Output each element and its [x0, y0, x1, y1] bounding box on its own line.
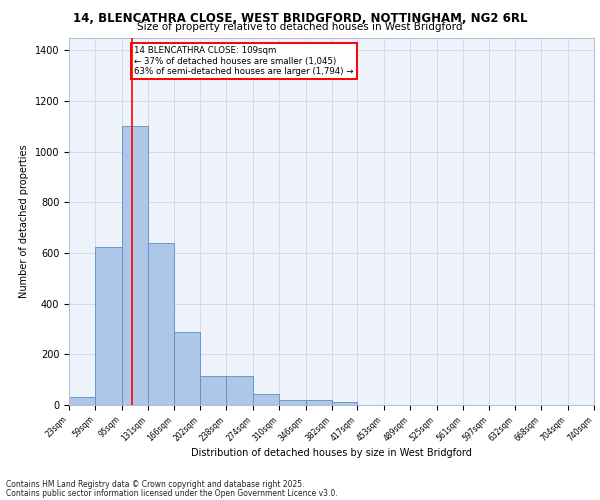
- X-axis label: Distribution of detached houses by size in West Bridgford: Distribution of detached houses by size …: [191, 448, 472, 458]
- Bar: [279, 400, 305, 405]
- Bar: [305, 400, 332, 405]
- Bar: [148, 243, 174, 405]
- Text: 14, BLENCATHRA CLOSE, WEST BRIDGFORD, NOTTINGHAM, NG2 6RL: 14, BLENCATHRA CLOSE, WEST BRIDGFORD, NO…: [73, 12, 527, 24]
- Text: Contains HM Land Registry data © Crown copyright and database right 2025.: Contains HM Land Registry data © Crown c…: [6, 480, 305, 489]
- Text: 14 BLENCATHRA CLOSE: 109sqm
← 37% of detached houses are smaller (1,045)
63% of : 14 BLENCATHRA CLOSE: 109sqm ← 37% of det…: [134, 46, 353, 76]
- Bar: [332, 402, 358, 405]
- Bar: [69, 398, 95, 405]
- Bar: [95, 246, 122, 405]
- Bar: [253, 394, 279, 405]
- Text: Size of property relative to detached houses in West Bridgford: Size of property relative to detached ho…: [137, 22, 463, 32]
- Text: Contains public sector information licensed under the Open Government Licence v3: Contains public sector information licen…: [6, 488, 338, 498]
- Bar: [200, 376, 226, 405]
- Y-axis label: Number of detached properties: Number of detached properties: [19, 144, 29, 298]
- Bar: [226, 376, 253, 405]
- Bar: [174, 332, 200, 405]
- Bar: [122, 126, 148, 405]
